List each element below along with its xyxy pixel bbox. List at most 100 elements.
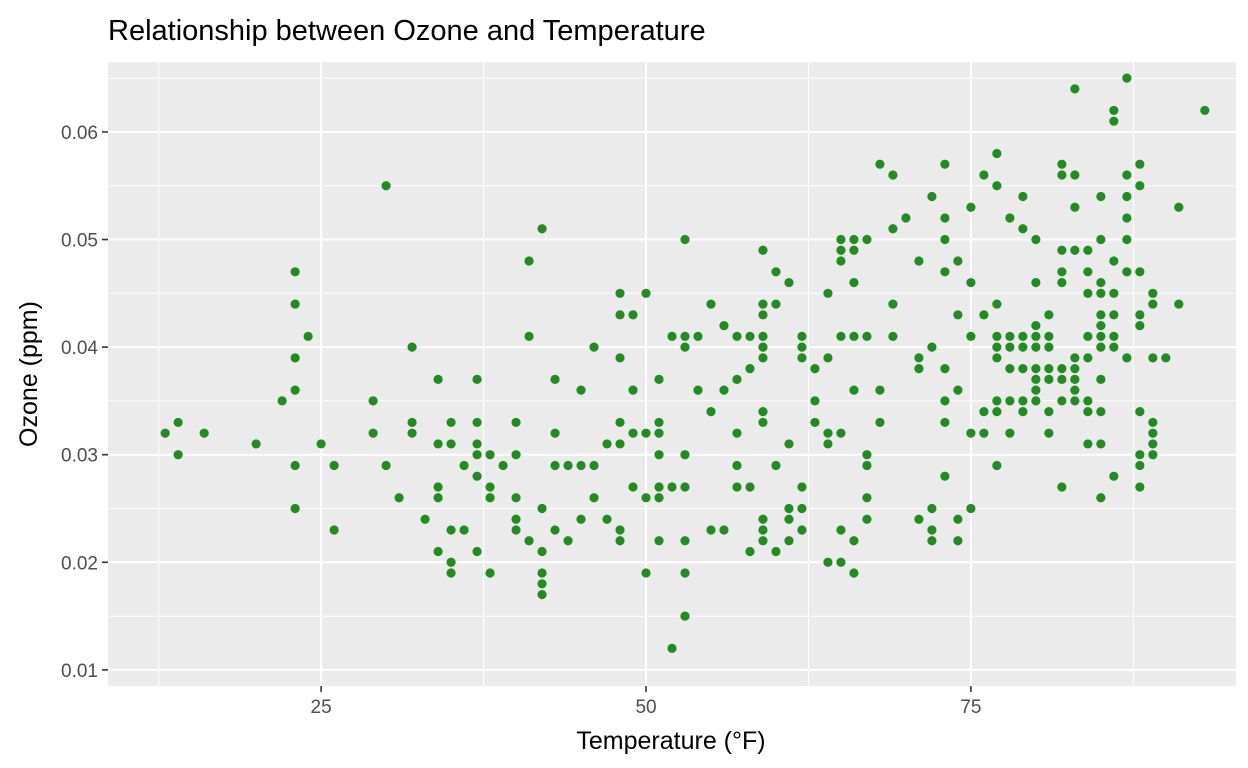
data-point — [615, 439, 625, 449]
data-point — [1096, 331, 1106, 341]
data-point — [1109, 342, 1119, 352]
data-point — [888, 224, 898, 234]
data-point — [680, 342, 690, 352]
data-point — [914, 364, 924, 374]
data-point — [914, 256, 924, 266]
data-point — [1109, 471, 1119, 481]
data-point — [381, 181, 391, 191]
data-point — [628, 385, 638, 395]
data-point — [550, 428, 560, 438]
data-point — [706, 299, 716, 309]
data-point — [940, 159, 950, 169]
data-point — [758, 407, 768, 417]
data-point — [940, 364, 950, 374]
data-point — [745, 331, 755, 341]
data-point — [550, 460, 560, 471]
data-point — [1005, 213, 1015, 223]
data-point — [1161, 353, 1171, 363]
data-point — [1031, 277, 1041, 288]
data-point — [537, 579, 547, 589]
data-point — [316, 439, 326, 449]
data-point — [940, 417, 950, 428]
data-point — [888, 331, 898, 341]
data-point — [927, 503, 937, 514]
data-point — [615, 310, 625, 320]
data-point — [1070, 84, 1080, 94]
data-point — [1148, 299, 1158, 309]
data-point — [407, 428, 417, 438]
data-point — [1083, 439, 1093, 449]
data-point — [1018, 396, 1028, 406]
data-point — [1057, 245, 1067, 255]
data-point — [836, 557, 846, 567]
data-point — [797, 331, 807, 341]
data-point — [667, 331, 677, 341]
data-point — [277, 396, 287, 406]
data-point — [732, 460, 742, 471]
data-point — [693, 385, 703, 395]
data-point — [680, 611, 690, 621]
major-gridlines — [108, 62, 1236, 686]
data-point — [979, 428, 989, 438]
data-point — [1200, 105, 1210, 116]
data-point — [771, 267, 781, 277]
data-point — [1044, 374, 1054, 384]
data-point — [927, 536, 937, 546]
data-point — [615, 525, 625, 535]
data-point — [1031, 396, 1041, 406]
data-point — [953, 385, 963, 395]
data-point — [667, 482, 677, 492]
data-point — [394, 493, 404, 503]
data-point — [784, 536, 794, 546]
data-point — [927, 342, 937, 352]
data-point — [1057, 170, 1067, 180]
data-point — [1018, 342, 1028, 352]
data-point — [849, 536, 859, 546]
data-point — [251, 439, 261, 449]
data-point — [199, 428, 209, 438]
data-point — [953, 514, 963, 524]
data-point — [290, 353, 300, 363]
data-point — [992, 396, 1002, 406]
data-point — [771, 460, 781, 471]
data-point — [485, 482, 495, 492]
data-point — [1005, 396, 1015, 406]
y-tick-label: 0.04 — [61, 338, 98, 359]
data-point — [1109, 331, 1119, 341]
data-point — [329, 460, 339, 471]
data-point — [758, 310, 768, 320]
data-point — [966, 428, 976, 438]
data-point — [1122, 267, 1132, 277]
data-point — [1044, 407, 1054, 417]
data-point — [758, 299, 768, 309]
data-point — [797, 525, 807, 535]
data-point — [407, 342, 417, 352]
data-point — [1135, 310, 1145, 320]
y-tick-label: 0.03 — [61, 446, 98, 467]
data-point — [758, 525, 768, 535]
data-point — [472, 417, 482, 428]
data-point — [1109, 310, 1119, 320]
data-point — [628, 310, 638, 320]
data-point — [1148, 288, 1158, 298]
y-tick-label: 0.01 — [61, 661, 98, 682]
data-point — [1005, 364, 1015, 374]
data-point — [589, 493, 599, 503]
data-point — [784, 439, 794, 449]
data-point — [1096, 288, 1106, 298]
data-point — [589, 342, 599, 352]
data-point — [940, 471, 950, 481]
data-point — [160, 428, 170, 438]
data-point — [615, 288, 625, 298]
data-point — [446, 525, 456, 535]
data-point — [1070, 374, 1080, 384]
data-point — [459, 460, 469, 471]
data-point — [1109, 256, 1119, 266]
data-point — [1031, 331, 1041, 341]
data-point — [979, 170, 989, 180]
data-point — [992, 181, 1002, 191]
data-point — [1031, 385, 1041, 395]
data-point — [1148, 428, 1158, 438]
data-point — [524, 331, 534, 341]
